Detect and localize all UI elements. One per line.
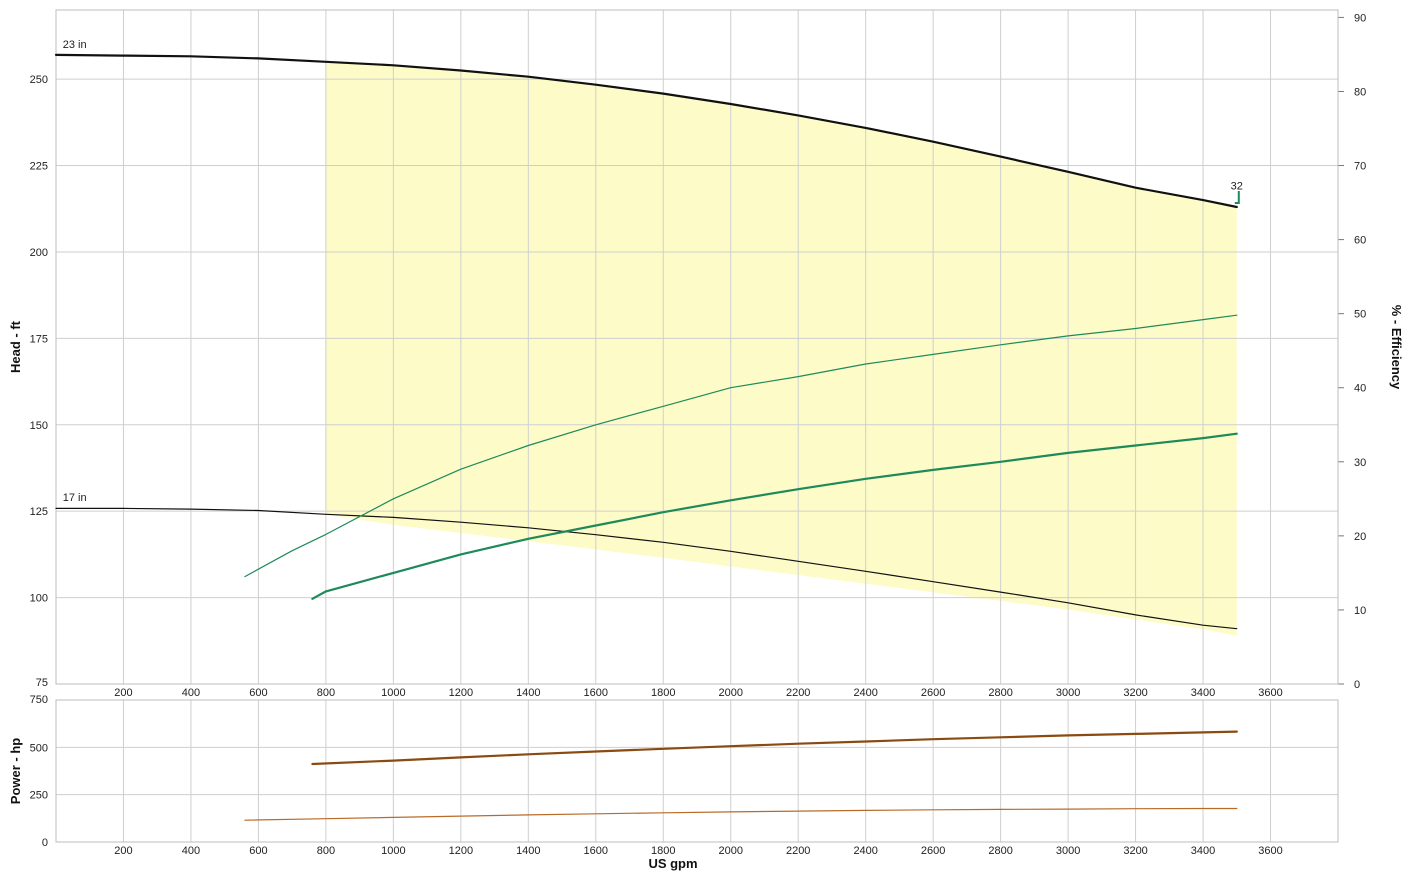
plot-frame	[55, 699, 1339, 843]
y-tick-label: 125	[30, 506, 48, 518]
y2-tick-label: 50	[1354, 309, 1366, 321]
y2-tick-label: 0	[1354, 679, 1360, 691]
x-tick-label: 2600	[921, 845, 945, 857]
operating-region	[325, 61, 1237, 636]
y-tick-label: 175	[30, 333, 48, 345]
x-tick-label: 3600	[1258, 845, 1282, 857]
x-tick-label: 2400	[853, 687, 877, 699]
tick-labels-layer: 200 400 600 800 1000 1200 1400 1600 1800 2000 2200…	[30, 12, 1367, 857]
x-tick-label: 2800	[988, 845, 1012, 857]
y-tick-label: 250	[30, 790, 48, 802]
series-line-0-0	[54, 53, 1238, 209]
curves-layer	[54, 53, 1238, 821]
y-tick-label: 100	[30, 593, 48, 605]
x-tick-label: 3400	[1191, 687, 1215, 699]
x-tick-label: 1800	[651, 687, 675, 699]
y2-tick-label: 70	[1354, 161, 1366, 173]
series-line-1-1	[244, 807, 1238, 821]
x-tick-label: 2000	[718, 687, 742, 699]
labels-layer: 23 in 17 in 32 Head - ft % - Efficiency Power…	[8, 39, 1404, 871]
x-tick-label: 800	[317, 687, 335, 699]
x-tick-label: 2400	[853, 845, 877, 857]
x-tick-label: 1000	[381, 845, 405, 857]
y-tick-label: 500	[30, 742, 48, 754]
x-tick-label: 600	[249, 845, 267, 857]
x-tick-label: 2800	[988, 687, 1012, 699]
x-tick-label: 3400	[1191, 845, 1215, 857]
x-tick-label: 3200	[1123, 845, 1147, 857]
x-tick-label: 3000	[1056, 845, 1080, 857]
y-tick-label: 150	[30, 420, 48, 432]
series-line-0-1	[55, 507, 1238, 630]
x-tick-label: 400	[182, 845, 200, 857]
x-tick-label: 3000	[1056, 687, 1080, 699]
x-tick-label: 3600	[1258, 687, 1282, 699]
frame-layer	[55, 9, 1344, 843]
y2-axis-title: % - Efficiency	[1389, 305, 1404, 390]
x-tick-label: 2600	[921, 687, 945, 699]
curve-annotation: 32	[1231, 181, 1243, 193]
y2-tick-label: 10	[1354, 605, 1366, 617]
y2-tick-label: 20	[1354, 531, 1366, 543]
y-tick-label: 75	[36, 677, 48, 689]
x-tick-label: 2200	[786, 687, 810, 699]
x-tick-label: 1000	[381, 687, 405, 699]
end-marker	[1234, 191, 1240, 205]
x-tick-label: 200	[114, 687, 132, 699]
y-tick-label: 250	[30, 74, 48, 86]
x-tick-label: 3200	[1123, 687, 1147, 699]
x-tick-label: 1800	[651, 845, 675, 857]
x-tick-label: 1400	[516, 687, 540, 699]
y2-tick-label: 90	[1354, 12, 1366, 24]
x-tick-label: 200	[114, 845, 132, 857]
x-tick-label: 2000	[718, 845, 742, 857]
curve-annotation: 23 in	[63, 39, 87, 51]
x-tick-label: 1600	[584, 845, 608, 857]
x-axis-title: US gpm	[648, 856, 697, 871]
y-axis-title: Head - ft	[8, 320, 23, 373]
series-line-1-0	[311, 730, 1238, 766]
x-tick-label: 1600	[584, 687, 608, 699]
y2-tick-label: 60	[1354, 235, 1366, 247]
y-tick-label: 200	[30, 247, 48, 259]
y-tick-label: 750	[30, 694, 48, 706]
y2-tick-label: 80	[1354, 86, 1366, 98]
y-tick-label: 0	[42, 837, 48, 849]
x-tick-label: 1400	[516, 845, 540, 857]
y2-tick-label: 40	[1354, 383, 1366, 395]
x-tick-label: 400	[182, 687, 200, 699]
y2-tick-label: 30	[1354, 457, 1366, 469]
curve-annotation: 17 in	[63, 492, 87, 504]
series-line-0-3	[311, 432, 1238, 600]
operating-region-layer	[325, 61, 1237, 636]
grid-layer	[56, 10, 1338, 842]
x-tick-label: 800	[317, 845, 335, 857]
y-axis-title: Power - hp	[8, 738, 23, 805]
y-tick-label: 225	[30, 161, 48, 173]
x-tick-label: 1200	[449, 845, 473, 857]
series-line-0-2	[244, 314, 1238, 578]
x-tick-label: 2200	[786, 845, 810, 857]
x-tick-label: 1200	[449, 687, 473, 699]
plot-frame	[55, 9, 1339, 685]
x-tick-label: 600	[249, 687, 267, 699]
